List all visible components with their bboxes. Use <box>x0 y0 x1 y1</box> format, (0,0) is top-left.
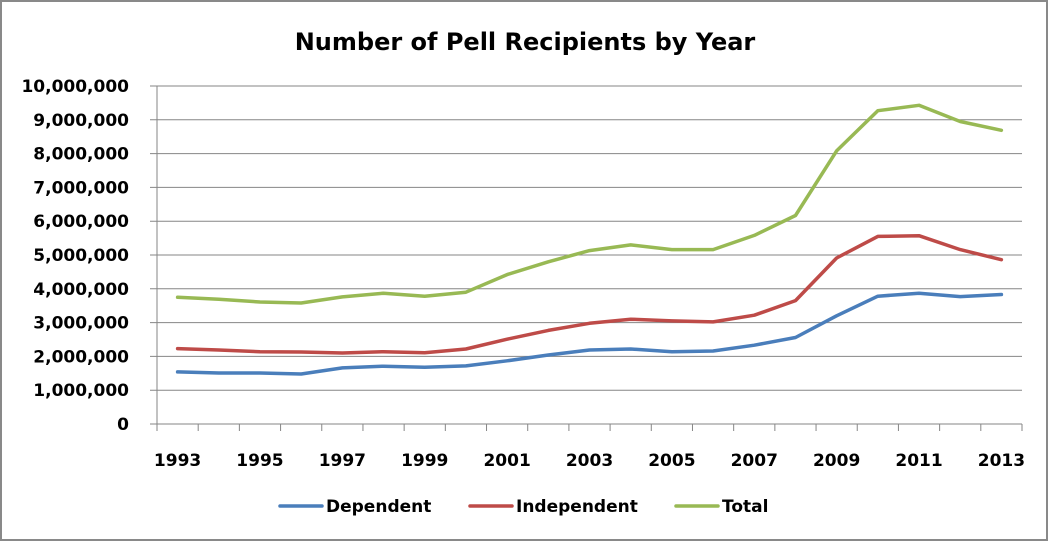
series-line-total <box>175 103 1004 305</box>
x-tick-label: 2013 <box>978 451 1025 471</box>
x-tick-label: 2001 <box>483 451 530 471</box>
series-line-dependent <box>175 291 1004 376</box>
legend-label: Dependent <box>326 497 431 517</box>
legend-item-independent: Independent <box>468 497 638 517</box>
x-tick-label: 2003 <box>566 451 613 471</box>
y-tick-label: 6,000,000 <box>33 212 129 232</box>
y-tick-label: 4,000,000 <box>33 280 129 300</box>
y-tick-label: 5,000,000 <box>33 246 129 266</box>
x-axis: 1993 1995 1997 1999 2001 2003 2005 2007 2009 2011… <box>154 423 1025 471</box>
y-tick-label: 9,000,000 <box>33 111 129 131</box>
y-axis: 0 1,000,000 2,000,000 3,000,000 4,000,000 5,0… <box>21 77 158 435</box>
y-tick-label: 8,000,000 <box>33 145 129 165</box>
y-tick-label: 0 <box>117 415 129 435</box>
x-tick-label: 2011 <box>895 451 942 471</box>
legend-label: Independent <box>516 497 638 517</box>
x-tick-label: 1993 <box>154 451 201 471</box>
x-tick-label: 1999 <box>401 451 448 471</box>
x-tick-label: 1997 <box>319 451 366 471</box>
x-tick-label: 1995 <box>236 451 283 471</box>
legend-item-dependent: Dependent <box>278 497 431 517</box>
series-line-independent <box>175 233 1004 355</box>
series-lines <box>175 103 1004 376</box>
legend-item-total: Total <box>674 497 768 517</box>
y-tick-label: 10,000,000 <box>21 77 129 97</box>
y-tick-label: 1,000,000 <box>33 381 129 401</box>
chart-title: Number of Pell Recipients by Year <box>295 28 756 56</box>
y-tick-label: 2,000,000 <box>33 347 129 367</box>
x-tick-label: 2007 <box>731 451 778 471</box>
legend: Dependent Independent Total <box>278 497 768 517</box>
x-tick-label: 2009 <box>813 451 860 471</box>
x-tick-label: 2005 <box>648 451 695 471</box>
y-tick-label: 7,000,000 <box>33 178 129 198</box>
legend-label: Total <box>722 497 768 517</box>
y-tick-label: 3,000,000 <box>33 314 129 334</box>
